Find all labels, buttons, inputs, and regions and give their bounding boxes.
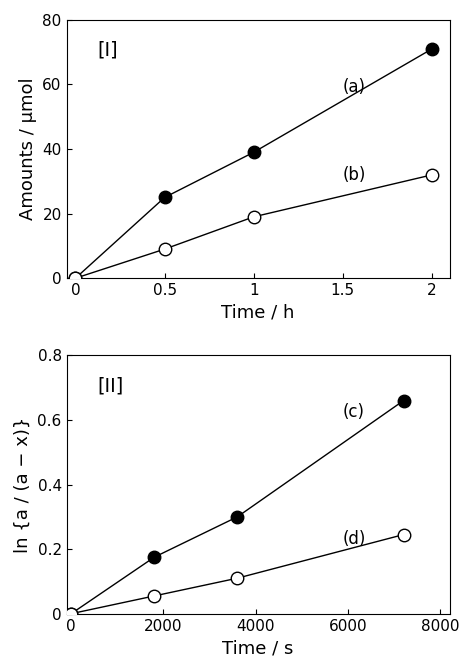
X-axis label: Time / s: Time / s xyxy=(222,639,294,657)
Y-axis label: ln {a / (a − x)}: ln {a / (a − x)} xyxy=(14,417,32,553)
Text: [II]: [II] xyxy=(97,376,123,395)
Y-axis label: Amounts / μmol: Amounts / μmol xyxy=(19,78,37,220)
X-axis label: Time / h: Time / h xyxy=(221,303,295,321)
Text: (d): (d) xyxy=(342,530,366,548)
Text: [I]: [I] xyxy=(97,40,118,60)
Text: (c): (c) xyxy=(342,403,365,421)
Text: (a): (a) xyxy=(342,79,365,96)
Text: (b): (b) xyxy=(342,166,366,184)
